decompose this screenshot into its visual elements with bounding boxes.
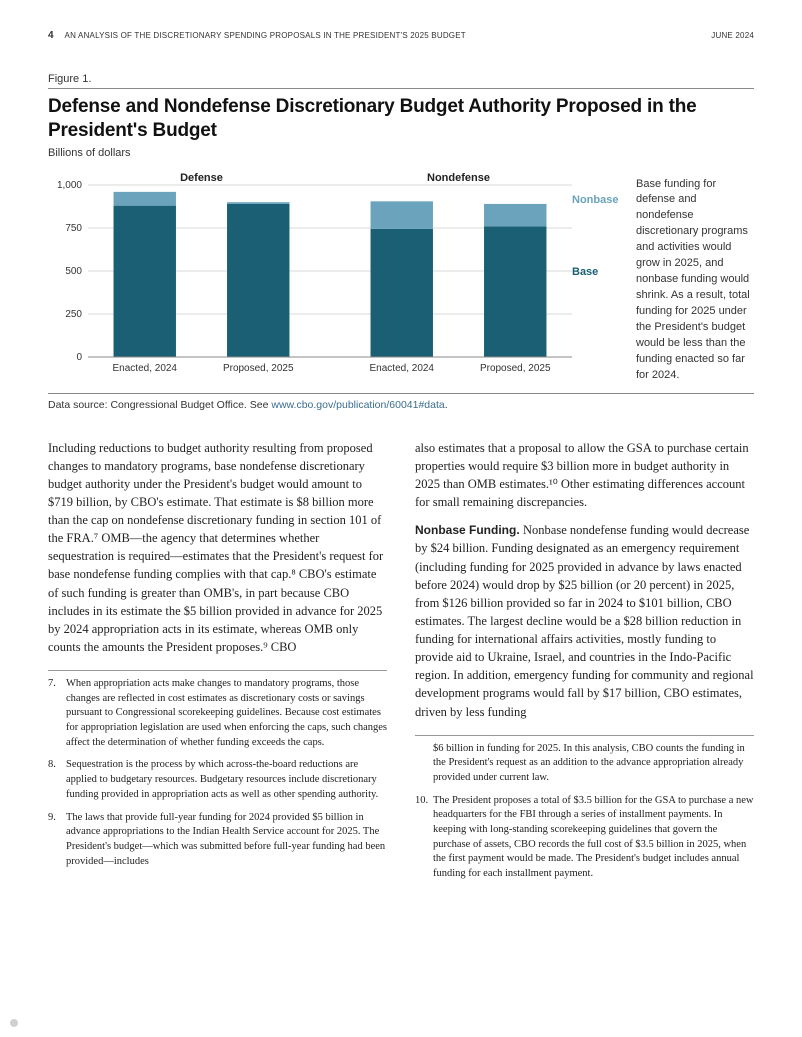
footnote: 9.The laws that provide full-year fundin… — [48, 811, 387, 870]
footnote: 8.Sequestration is the process by which … — [48, 758, 387, 802]
footnote-text: $6 billion in funding for 2025. In this … — [433, 742, 754, 786]
svg-text:250: 250 — [65, 309, 82, 320]
footnotes-left: 7.When appropriation acts make changes t… — [48, 670, 387, 869]
svg-text:Nondefense: Nondefense — [427, 172, 490, 184]
body-columns: Including reductions to budget authority… — [48, 439, 754, 890]
footnote-number: 9. — [48, 811, 66, 870]
data-source: Data source: Congressional Budget Office… — [48, 393, 754, 411]
svg-text:Proposed, 2025: Proposed, 2025 — [480, 363, 551, 374]
body-paragraph: Nonbase Funding. Nonbase nondefense fund… — [415, 521, 754, 721]
page-indicator-dot — [10, 1019, 18, 1027]
header-title: AN ANALYSIS OF THE DISCRETIONARY SPENDIN… — [65, 31, 466, 40]
svg-text:750: 750 — [65, 223, 82, 234]
legend-nonbase: Nonbase — [572, 193, 618, 209]
footnote-number: 7. — [48, 677, 66, 750]
svg-text:500: 500 — [65, 266, 82, 277]
footnote: $6 billion in funding for 2025. In this … — [415, 742, 754, 786]
svg-text:Defense: Defense — [180, 172, 223, 184]
figure-label: Figure 1. — [48, 73, 754, 89]
footnote: 7.When appropriation acts make changes t… — [48, 677, 387, 750]
chart-area: 0 250 500 750 1,000 Defense Enacted, 2024 Propo… — [48, 165, 578, 385]
chart-wrap: 0 250 500 750 1,000 Defense Enacted, 2024 Propo… — [48, 165, 754, 385]
data-source-link[interactable]: www.cbo.gov/publication/60041#data — [271, 399, 444, 411]
footnote-number: 8. — [48, 758, 66, 802]
figure-subtitle: Billions of dollars — [48, 147, 754, 159]
svg-text:1,000: 1,000 — [57, 180, 82, 191]
svg-text:Enacted, 2024: Enacted, 2024 — [370, 363, 435, 374]
page-number: 4 — [48, 30, 54, 41]
data-source-suffix: . — [445, 399, 448, 411]
right-column: also estimates that a proposal to allow … — [415, 439, 754, 890]
header-left: 4 AN ANALYSIS OF THE DISCRETIONARY SPEND… — [48, 30, 466, 41]
footnotes-right: $6 billion in funding for 2025. In this … — [415, 735, 754, 882]
footnote-text: The President proposes a total of $3.5 b… — [433, 794, 754, 882]
footnote: 10.The President proposes a total of $3.… — [415, 794, 754, 882]
footnote-text: Sequestration is the process by which ac… — [66, 758, 387, 802]
run-in-heading: Nonbase Funding. — [415, 523, 523, 537]
footnote-number — [415, 742, 433, 786]
body-paragraph: Including reductions to budget authority… — [48, 439, 387, 657]
side-note-text: Base funding for defense and nondefense … — [636, 177, 754, 384]
svg-text:Proposed, 2025: Proposed, 2025 — [223, 363, 294, 374]
footnote-text: The laws that provide full-year funding … — [66, 811, 387, 870]
left-column: Including reductions to budget authority… — [48, 439, 387, 890]
header-date: JUNE 2024 — [711, 31, 754, 40]
running-header: 4 AN ANALYSIS OF THE DISCRETIONARY SPEND… — [48, 30, 754, 45]
figure-1: Figure 1. Defense and Nondefense Discret… — [48, 73, 754, 411]
footnote-number: 10. — [415, 794, 433, 882]
body-paragraph: also estimates that a proposal to allow … — [415, 439, 754, 512]
chart-side-note: Nonbase Base Base funding for defense an… — [578, 165, 754, 385]
bar-chart: 0 250 500 750 1,000 Defense Enacted, 2024 Propo… — [48, 165, 578, 385]
data-source-prefix: Data source: Congressional Budget Office… — [48, 399, 271, 411]
legend-base: Base — [572, 265, 598, 281]
footnote-text: When appropriation acts make changes to … — [66, 677, 387, 750]
svg-text:0: 0 — [76, 352, 82, 363]
svg-text:Enacted, 2024: Enacted, 2024 — [113, 363, 178, 374]
figure-title: Defense and Nondefense Discretionary Bud… — [48, 95, 754, 143]
page: 4 AN ANALYSIS OF THE DISCRETIONARY SPEND… — [0, 0, 802, 1037]
